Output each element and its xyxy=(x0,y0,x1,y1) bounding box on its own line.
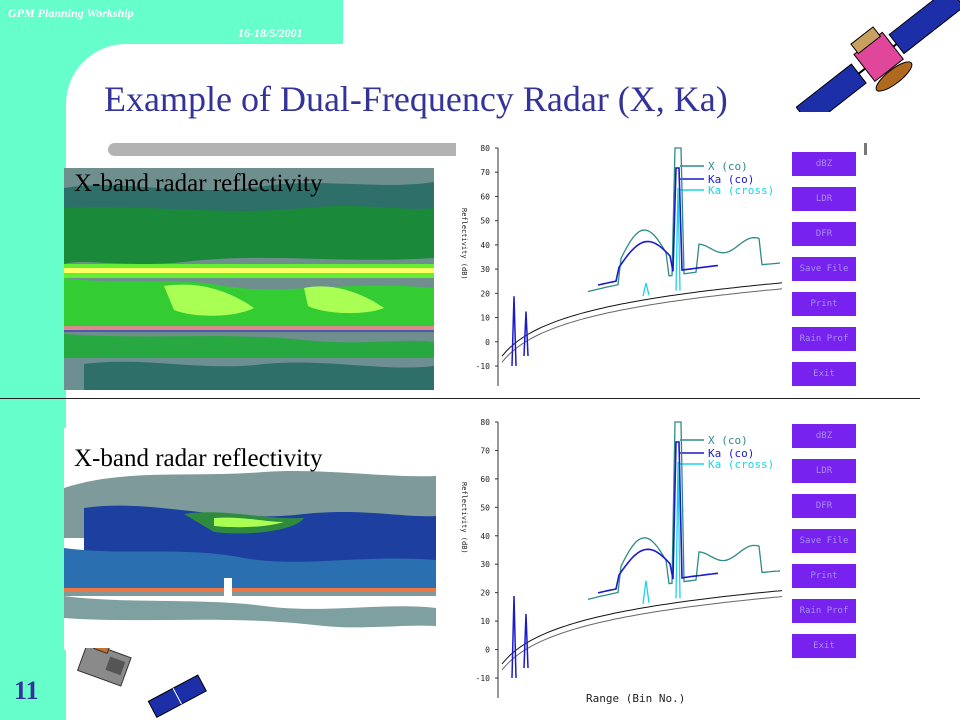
legend-entry: X (co) xyxy=(708,160,748,173)
title-bar-tick xyxy=(864,143,867,155)
reflectivity-plot-bottom: 80 70 60 50 40 30 20 10 0 -10 Reflectivity (dB) X (… xyxy=(456,404,786,704)
rain-prof-button[interactable]: Rain Prof xyxy=(792,599,856,623)
workshop-date: 16-18/5/2001 xyxy=(238,26,303,40)
panel-divider xyxy=(0,398,920,399)
y-tick-label: 40 xyxy=(480,241,490,250)
print-button[interactable]: Print xyxy=(792,292,856,316)
y-tick-label: 0 xyxy=(485,338,490,347)
dbz-button[interactable]: dBZ xyxy=(792,424,856,448)
dbz-button[interactable]: dBZ xyxy=(792,152,856,176)
ldr-button[interactable]: LDR xyxy=(792,459,856,483)
control-panel-bottom: dBZ LDR DFR Save File Print Rain Prof Ex… xyxy=(792,424,856,660)
radar-image-label: X-band radar reflectivity xyxy=(74,445,323,472)
y-tick-label: 50 xyxy=(480,217,490,226)
legend-entry: Ka (cross) xyxy=(708,184,774,197)
rain-prof-button[interactable]: Rain Prof xyxy=(792,327,856,351)
y-tick-label: 70 xyxy=(480,168,490,177)
y-tick-label: 0 xyxy=(485,646,490,655)
exit-button[interactable]: Exit xyxy=(792,362,856,386)
plot-y-label: Reflectivity (dB) xyxy=(460,208,468,280)
radar-image-label: X-band radar reflectivity xyxy=(74,170,323,197)
slide-side-band xyxy=(0,0,66,720)
y-tick-label: 10 xyxy=(480,617,490,626)
slide-title: Example of Dual-Frequency Radar (X, Ka) xyxy=(104,79,728,119)
satellite-small-icon xyxy=(76,648,207,718)
y-tick-label: 60 xyxy=(480,475,490,484)
y-tick-label: 40 xyxy=(480,532,490,541)
legend-entry: Ka (co) xyxy=(708,447,754,460)
slide-number: 11 xyxy=(14,676,39,705)
slide-top-band xyxy=(0,0,343,44)
ldr-button[interactable]: LDR xyxy=(792,187,856,211)
dfr-button[interactable]: DFR xyxy=(792,494,856,518)
y-tick-label: 80 xyxy=(480,144,490,153)
exit-button[interactable]: Exit xyxy=(792,634,856,658)
print-button[interactable]: Print xyxy=(792,564,856,588)
workshop-name: GPM Planning Workship xyxy=(8,6,134,20)
y-tick-label: 10 xyxy=(480,314,490,323)
y-tick-label: 50 xyxy=(480,503,490,512)
y-tick-label: 30 xyxy=(480,265,490,274)
y-tick-label: 20 xyxy=(480,289,490,298)
y-tick-label: -10 xyxy=(476,362,491,371)
dfr-button[interactable]: DFR xyxy=(792,222,856,246)
reflectivity-plot-top: 80 70 60 50 40 30 20 10 0 -10 Reflectivity (dB) X (… xyxy=(456,130,786,392)
plot-y-label: Reflectivity (dB) xyxy=(460,482,468,554)
legend-entry: Ka (cross) xyxy=(708,458,774,471)
radar-image-bottom xyxy=(64,428,436,650)
control-panel-top: dBZ LDR DFR Save File Print Rain Prof Ex… xyxy=(792,152,856,386)
y-tick-label: 60 xyxy=(480,192,490,201)
save-file-button[interactable]: Save File xyxy=(792,529,856,553)
y-tick-label: 30 xyxy=(480,560,490,569)
plot-x-label: Range (Bin No.) xyxy=(586,692,686,705)
legend-entry: Ka (co) xyxy=(708,173,754,186)
y-tick-label: -10 xyxy=(476,674,491,683)
y-tick-label: 70 xyxy=(480,446,490,455)
legend-entry: X (co) xyxy=(708,434,748,447)
save-file-button[interactable]: Save File xyxy=(792,257,856,281)
y-tick-label: 20 xyxy=(480,589,490,598)
y-tick-label: 80 xyxy=(480,418,490,427)
title-underline xyxy=(108,143,468,156)
satellite-icon xyxy=(796,0,960,112)
radar-image-top xyxy=(64,168,434,390)
